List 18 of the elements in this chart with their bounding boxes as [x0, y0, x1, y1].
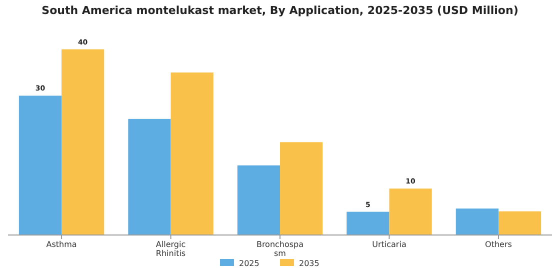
bar	[18, 96, 62, 235]
bar	[389, 188, 432, 235]
x-tick-label: Others	[485, 240, 512, 249]
x-tick-label: Allergic Rhinitis	[156, 240, 186, 258]
bar	[237, 165, 280, 235]
x-tick-label: Urticaria	[372, 240, 406, 249]
x-tick-label: Bronchospasm	[256, 240, 304, 258]
x-tick-label: Asthma	[46, 240, 77, 249]
bar	[346, 212, 390, 235]
legend-label: 2035	[299, 259, 320, 268]
legend-label: 2025	[239, 259, 260, 268]
bar	[498, 211, 542, 235]
bar	[170, 72, 214, 235]
bar	[280, 142, 323, 235]
bar	[128, 118, 171, 235]
chart-title: South America montelukast market, By Application, 2025-2035 (USD Million)	[42, 4, 518, 17]
bar	[62, 49, 104, 235]
bar	[456, 208, 498, 235]
